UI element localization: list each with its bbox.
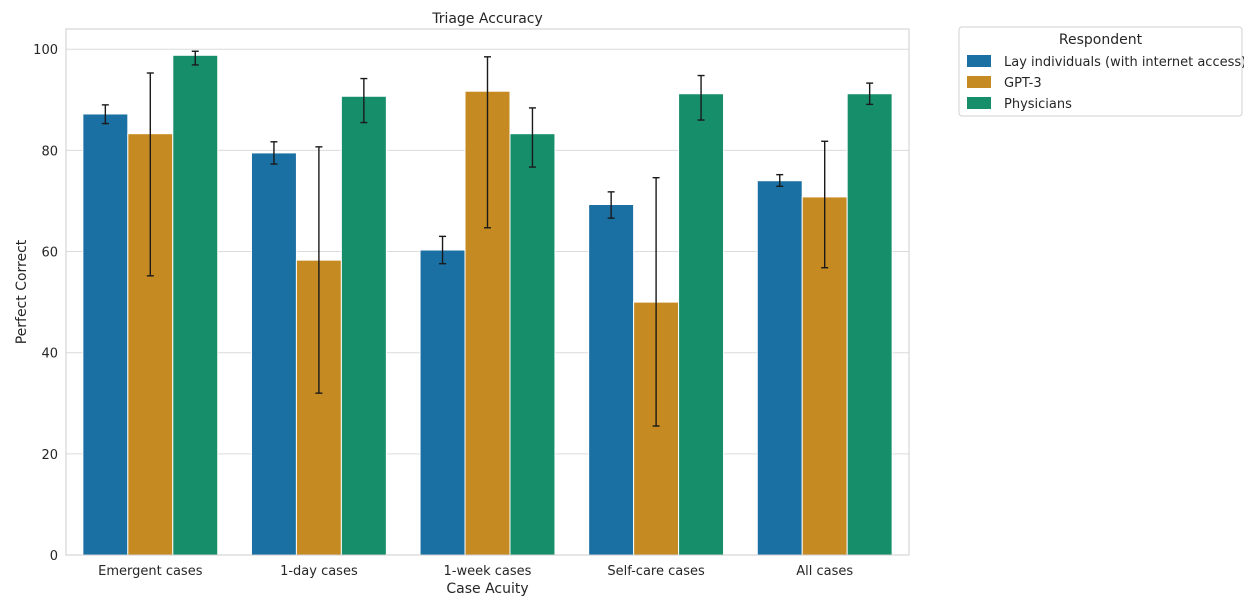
x-axis-label: Case Acuity <box>446 581 528 596</box>
x-tick-label-1-day-cases: 1-day cases <box>280 564 358 579</box>
y-tick-label-80: 80 <box>41 144 58 159</box>
error-bar-lay-individuals-with-internet-access-1-day-cases <box>270 141 278 165</box>
error-bar-gpt-3-1-week-cases <box>484 56 491 229</box>
legend-title: Respondent <box>1059 32 1143 48</box>
legend-items: Lay individuals (with internet access) GP… <box>967 55 1244 112</box>
bar-lay-individuals-with-internet-access-emergent-cases <box>82 113 129 556</box>
error-bar-gpt-3-self-care-cases <box>652 176 660 427</box>
y-tick-label-100: 100 <box>33 43 58 58</box>
error-bars <box>101 50 874 427</box>
error-bar-gpt-3-1-day-cases <box>315 146 323 394</box>
error-bar-lay-individuals-with-internet-access-emergent-cases <box>101 104 109 125</box>
legend-swatch-lay-individuals-with-internet-access <box>967 55 991 67</box>
x-tick-label-self-care-cases: Self-care cases <box>607 564 705 579</box>
error-bar-lay-individuals-with-internet-access-1-week-cases <box>439 235 447 265</box>
bar-lay-individuals-with-internet-access-all-cases <box>756 180 803 556</box>
error-bar-gpt-3-all-cases <box>821 140 829 269</box>
legend-label-lay-individuals-with-internet-access: Lay individuals (with internet access) <box>1004 55 1244 70</box>
x-tick-labels: Emergent cases 1-day cases 1-week cases Sel… <box>98 564 853 579</box>
legend-swatch-physicians <box>967 97 991 109</box>
error-bar-physicians-1-day-cases <box>360 77 368 124</box>
error-bar-lay-individuals-with-internet-access-all-cases <box>776 173 784 187</box>
legend-swatch-gpt-3 <box>967 76 991 88</box>
legend-label-physicians: Physicians <box>1004 97 1072 112</box>
bar-lay-individuals-with-internet-access-1-day-cases <box>250 152 297 556</box>
error-bar-physicians-self-care-cases <box>697 74 705 121</box>
x-tick-label-all-cases: All cases <box>796 564 853 579</box>
y-tick-label-40: 40 <box>41 347 58 362</box>
y-tick-label-20: 20 <box>41 448 58 463</box>
y-axis-label: Perfect Correct <box>14 239 30 344</box>
y-tick-labels: 0 20 40 60 80 100 <box>33 43 58 564</box>
plot-frame <box>65 28 910 556</box>
bar-lay-individuals-with-internet-access-self-care-cases <box>588 204 635 556</box>
error-bar-physicians-1-week-cases <box>528 107 536 168</box>
x-tick-label-emergent-cases: Emergent cases <box>98 564 203 579</box>
error-bar-lay-individuals-with-internet-access-self-care-cases <box>607 191 615 219</box>
bar-physicians-1-day-cases <box>340 95 387 556</box>
legend-label-gpt-3: GPT-3 <box>1004 76 1042 91</box>
legend: Respondent Lay individuals (with interne… <box>958 26 1244 117</box>
x-tick-label-1-week-cases: 1-week cases <box>444 564 532 579</box>
bar-physicians-self-care-cases <box>678 93 725 556</box>
chart-title: Triage Accuracy <box>431 11 543 27</box>
error-bar-physicians-emergent-cases <box>191 50 199 66</box>
bar-lay-individuals-with-internet-access-1-week-cases <box>419 249 466 556</box>
legend-box <box>958 26 1243 117</box>
error-bar-physicians-all-cases <box>866 82 874 106</box>
error-bar-gpt-3-emergent-cases <box>146 72 154 277</box>
y-tick-label-0: 0 <box>50 549 58 564</box>
bar-physicians-all-cases <box>846 93 893 556</box>
bar-physicians-1-week-cases <box>509 133 556 556</box>
bar-physicians-emergent-cases <box>172 54 219 556</box>
y-tick-label-60: 60 <box>41 246 58 261</box>
